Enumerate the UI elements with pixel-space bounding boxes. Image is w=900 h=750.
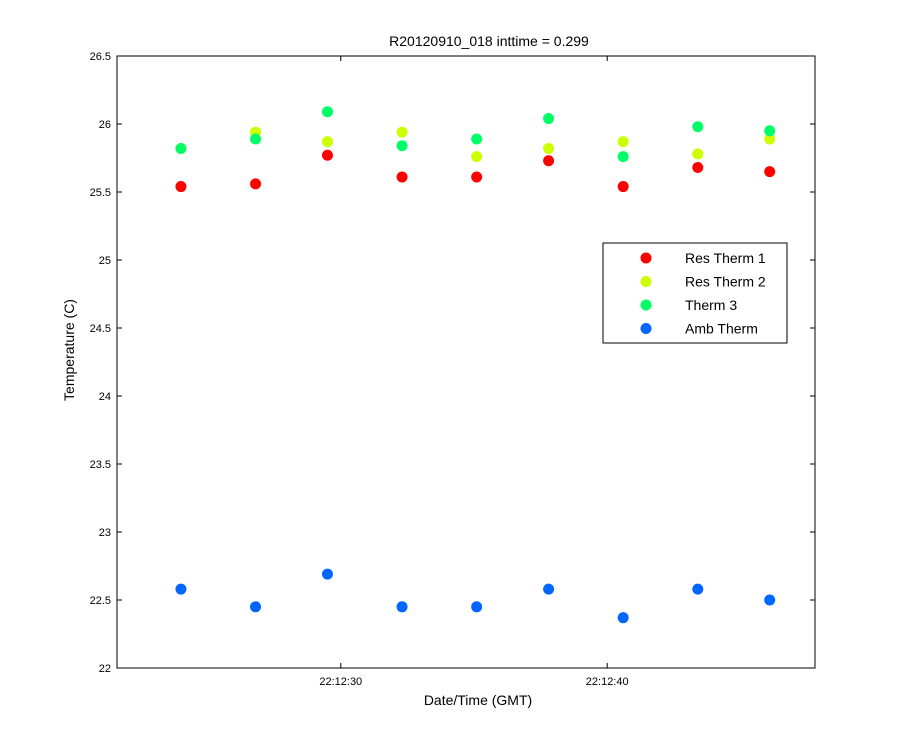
legend-marker-therm-3 [640, 299, 652, 311]
amb-therm-point [321, 568, 333, 580]
axis-ticks: 22 22.5 23 23.5 24 24.5 25 25.5 26 26.5 22:12:30 22… [90, 51, 815, 688]
res-therm-2-point [764, 133, 776, 145]
res-therm-2-point [692, 148, 704, 160]
amb-therm-point [617, 612, 629, 624]
res-therm-2-point [396, 126, 408, 138]
amb-therm-point [692, 583, 704, 595]
x-tick-label: 22:12:30 [319, 676, 362, 688]
y-tick-label: 24.5 [90, 323, 111, 335]
y-tick-label: 26 [99, 119, 111, 131]
res-therm-2-point [617, 136, 629, 148]
amb-therm-point [175, 583, 187, 595]
y-tick-label: 23 [99, 527, 111, 539]
legend-label-amb-therm: Amb Therm [685, 321, 758, 337]
therm-3-point [617, 151, 629, 163]
y-tick-label: 22 [99, 663, 111, 675]
res-therm-2-point [471, 151, 483, 163]
res-therm-1-point [692, 162, 704, 174]
amb-therm-point [471, 601, 483, 613]
chart-title: R20120910_018 inttime = 0.299 [389, 33, 589, 49]
res-therm-1-point [471, 171, 483, 183]
amb-therm-point [543, 583, 555, 595]
y-axis-label: Temperature (C) [61, 299, 77, 401]
therm-3-point [250, 133, 262, 145]
legend-label-therm-3: Therm 3 [685, 297, 737, 313]
y-tick-label: 26.5 [90, 51, 111, 63]
res-therm-1-point [396, 171, 408, 183]
res-therm-1-point [617, 181, 629, 193]
amb-therm-point [764, 594, 776, 606]
amb-therm-point [396, 601, 408, 613]
x-tick-label: 22:12:40 [586, 676, 629, 688]
therm-3-point [764, 125, 776, 137]
therm-3-point [471, 133, 483, 145]
legend-label-res-therm-1: Res Therm 1 [685, 250, 766, 266]
res-therm-1-point [175, 181, 187, 193]
legend-box [602, 242, 788, 344]
y-tick-label: 22.5 [90, 595, 111, 607]
res-therm-1-point [321, 149, 333, 161]
data-points [175, 106, 776, 624]
res-therm-2-point [321, 136, 333, 148]
therm-3-point [321, 106, 333, 118]
y-tick-label: 25 [99, 255, 111, 267]
res-therm-2-point [543, 142, 555, 154]
res-therm-1-point [764, 166, 776, 178]
therm-3-point [175, 142, 187, 154]
legend: Res Therm 1 Res Therm 2 Therm 3 Amb Therm [602, 242, 788, 344]
res-therm-1-point [250, 178, 262, 190]
y-tick-label: 23.5 [90, 459, 111, 471]
y-tick-label: 24 [99, 391, 111, 403]
therm-3-point [396, 140, 408, 152]
legend-label-res-therm-2: Res Therm 2 [685, 274, 766, 290]
legend-marker-res-therm-2 [640, 276, 652, 287]
legend-marker-amb-therm [640, 323, 652, 334]
plot-area [116, 55, 816, 669]
y-tick-label: 25.5 [90, 187, 111, 199]
res-therm-1-point [543, 155, 555, 167]
therm-3-point [543, 113, 555, 125]
amb-therm-point [250, 601, 262, 613]
therm-3-point [692, 121, 704, 133]
x-axis-label: Date/Time (GMT) [424, 692, 532, 708]
legend-marker-res-therm-1 [640, 252, 652, 264]
